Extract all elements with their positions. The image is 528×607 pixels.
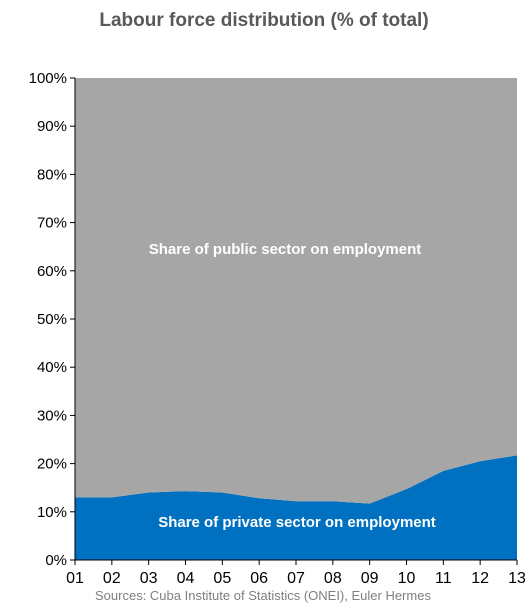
- chart-title: Labour force distribution (% of total): [99, 10, 429, 31]
- y-tick-label: 80%: [37, 166, 67, 183]
- x-tick-label: 03: [140, 570, 158, 587]
- x-tick-label: 13: [508, 570, 526, 587]
- y-tick-label: 60%: [37, 263, 67, 280]
- x-tick-label: 11: [435, 570, 452, 587]
- x-tick-label: 01: [66, 570, 84, 587]
- y-axis-ticks: 0% 10% 20% 30% 40% 50% 60% 70% 80% 90% 100%: [29, 70, 75, 569]
- y-tick-label: 50%: [37, 311, 67, 328]
- y-tick-label: 70%: [37, 215, 67, 232]
- plot-area: [75, 78, 517, 560]
- y-tick-label: 10%: [37, 504, 67, 521]
- y-tick-label: 20%: [37, 456, 67, 473]
- series-labels: Share of private sector on employment Sha…: [149, 241, 436, 531]
- area-series-0: [75, 455, 517, 560]
- y-tick-label: 100%: [29, 70, 67, 87]
- x-tick-label: 06: [250, 570, 268, 587]
- y-tick-label: 0%: [45, 552, 67, 569]
- source-note: Sources: Cuba Institute of Statistics (O…: [95, 588, 431, 603]
- area-series-1: [75, 78, 517, 504]
- x-axis-ticks: 01 02 03 04 05 06 07 08 09 10 11 12 13: [66, 560, 526, 587]
- y-tick-label: 30%: [37, 407, 67, 424]
- x-tick-label: 05: [213, 570, 231, 587]
- x-tick-label: 07: [287, 570, 305, 587]
- y-tick-label: 40%: [37, 359, 67, 376]
- x-tick-label: 12: [471, 570, 489, 587]
- series-label-0: Share of private sector on employment: [158, 514, 436, 531]
- series-label-1: Share of public sector on employment: [149, 241, 422, 258]
- x-tick-label: 09: [361, 570, 379, 587]
- x-tick-label: 08: [324, 570, 342, 587]
- x-tick-label: 02: [103, 570, 121, 587]
- x-tick-label: 10: [398, 570, 416, 587]
- x-tick-label: 04: [177, 570, 195, 587]
- y-tick-label: 90%: [37, 118, 67, 135]
